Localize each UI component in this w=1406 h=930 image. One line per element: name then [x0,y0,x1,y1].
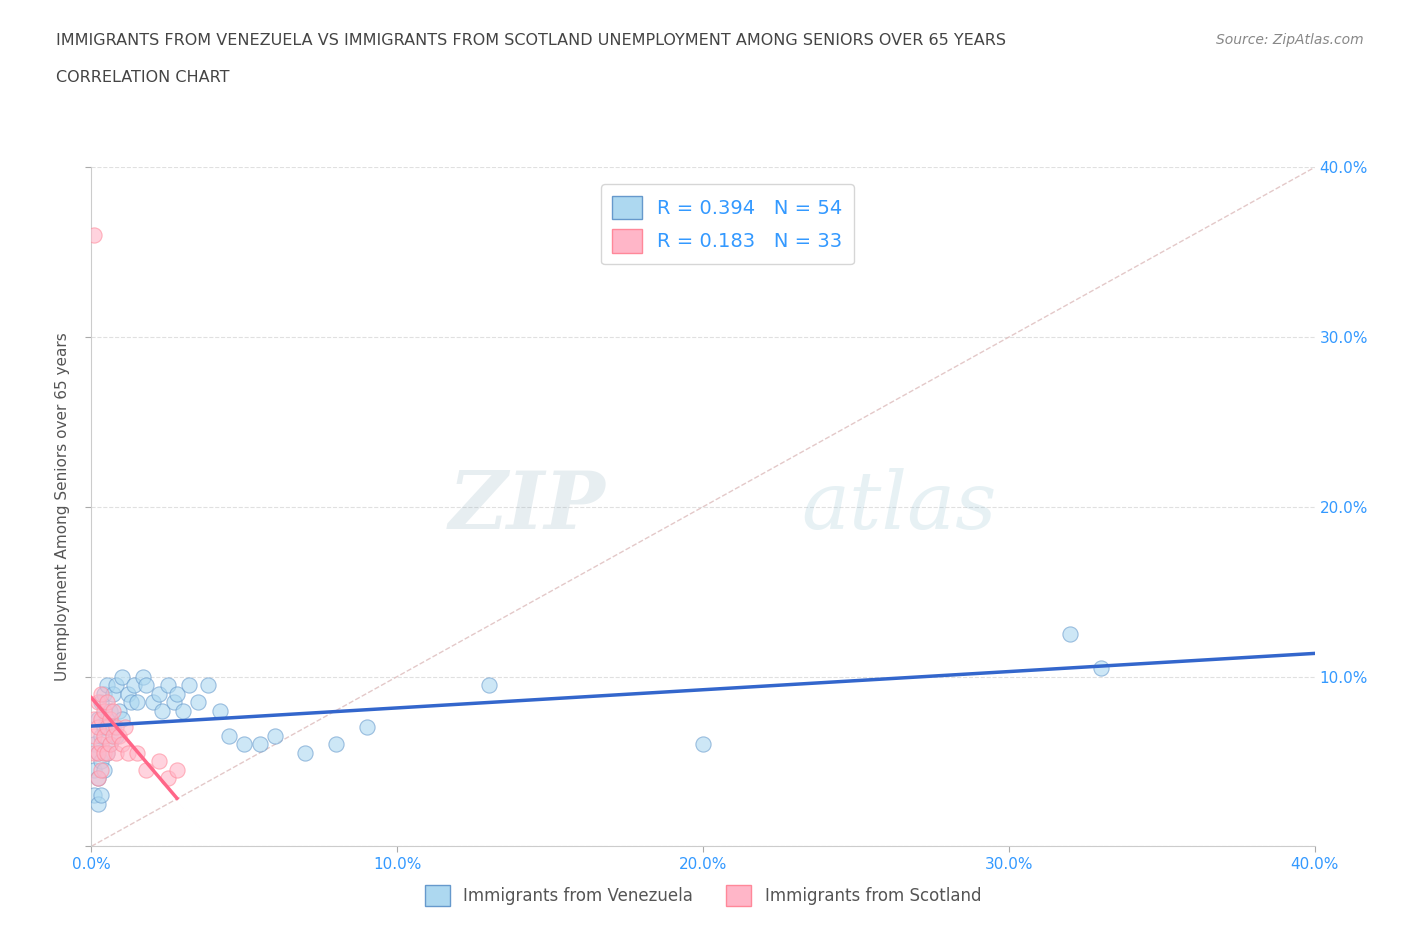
Point [98,737,121,752]
Point [294,746,316,761]
Point [90,788,112,803]
Point [101,686,124,701]
Point [127,695,149,710]
Point [83,228,105,243]
Point [96,746,118,761]
Text: atlas: atlas [801,468,997,546]
Point [1090,660,1112,675]
Point [86,746,108,761]
Point [148,686,170,701]
Point [86,796,108,811]
Point [104,746,127,761]
Point [83,728,105,743]
Point [163,695,186,710]
Point [325,737,347,752]
Point [93,763,115,777]
Point [135,678,157,693]
Point [86,711,108,726]
Point [132,670,155,684]
Text: Source: ZipAtlas.com: Source: ZipAtlas.com [1216,33,1364,46]
Point [148,754,170,769]
Point [120,695,142,710]
Legend: R = 0.394   N = 54, R = 0.183   N = 33: R = 0.394 N = 54, R = 0.183 N = 33 [600,184,853,264]
Point [117,746,139,761]
Point [86,720,108,735]
Point [166,763,188,777]
Point [86,771,108,786]
Point [96,678,118,693]
Point [83,763,105,777]
Point [96,711,118,726]
Point [93,746,115,761]
Point [108,703,131,718]
Point [122,678,145,693]
Point [86,771,108,786]
Point [208,703,231,718]
Point [233,737,256,752]
Point [127,746,149,761]
Point [156,678,179,693]
Point [86,695,108,710]
Point [111,737,134,752]
Point [104,728,127,743]
Point [197,678,219,693]
Point [104,720,127,735]
Point [249,737,271,752]
Point [108,728,131,743]
Point [156,771,179,786]
Y-axis label: Unemployment Among Seniors over 65 years: Unemployment Among Seniors over 65 years [55,333,70,682]
Point [135,763,157,777]
Point [218,728,240,743]
Point [90,728,112,743]
Point [93,686,115,701]
Point [98,737,121,752]
Point [264,728,287,743]
Point [101,720,124,735]
Point [179,678,201,693]
Point [150,703,173,718]
Point [692,737,714,752]
Point [90,695,112,710]
Point [90,763,112,777]
Point [356,720,378,735]
Legend: Immigrants from Venezuela, Immigrants from Scotland: Immigrants from Venezuela, Immigrants fr… [418,879,988,912]
Point [101,703,124,718]
Point [90,711,112,726]
Point [83,746,105,761]
Point [83,788,105,803]
Point [187,695,209,710]
Point [90,686,112,701]
Point [90,737,112,752]
Point [96,695,118,710]
Point [96,720,118,735]
Point [96,746,118,761]
Point [93,703,115,718]
Text: IMMIGRANTS FROM VENEZUELA VS IMMIGRANTS FROM SCOTLAND UNEMPLOYMENT AMONG SENIORS: IMMIGRANTS FROM VENEZUELA VS IMMIGRANTS … [56,33,1007,47]
Point [478,678,501,693]
Point [101,728,124,743]
Point [166,686,188,701]
Point [83,711,105,726]
Point [114,720,136,735]
Point [98,711,121,726]
Point [111,670,134,684]
Point [111,711,134,726]
Point [98,703,121,718]
Point [141,695,163,710]
Point [86,746,108,761]
Text: ZIP: ZIP [449,468,605,546]
Point [1059,627,1081,642]
Point [117,686,139,701]
Point [104,678,127,693]
Point [172,703,194,718]
Point [83,737,105,752]
Point [90,754,112,769]
Text: CORRELATION CHART: CORRELATION CHART [56,70,229,85]
Point [93,720,115,735]
Point [93,728,115,743]
